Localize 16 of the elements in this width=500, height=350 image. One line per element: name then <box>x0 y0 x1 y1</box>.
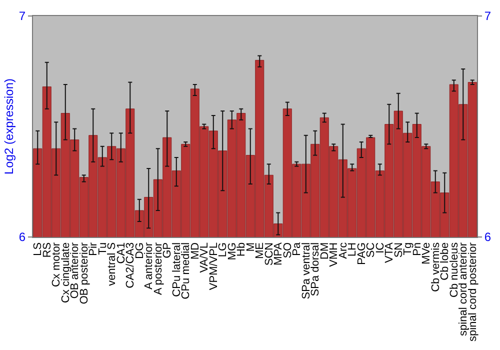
y-axis-title: Log2 (expression) <box>2 78 16 175</box>
x-tick-label: MVe <box>420 242 433 264</box>
y2-tick-label: 7 <box>484 9 492 24</box>
x-tick-label: DG <box>134 242 146 259</box>
x-tick-label: RS <box>41 242 54 258</box>
x-tick-label: PAG <box>356 242 368 265</box>
x-tick-label: SCN <box>263 242 276 266</box>
x-tick-label: Tg <box>402 242 414 256</box>
x-tick-label: SN <box>392 242 405 258</box>
y2-tick-label: 6 <box>484 230 492 244</box>
x-tick-label: GP <box>162 242 174 258</box>
x-tick-label: IC <box>374 242 386 254</box>
x-tick-label: SO <box>282 242 294 258</box>
x-tick-label: CPu medial <box>180 242 192 300</box>
x-tick-label: Pir <box>88 242 100 256</box>
x-tick-label: Pa <box>291 242 304 256</box>
